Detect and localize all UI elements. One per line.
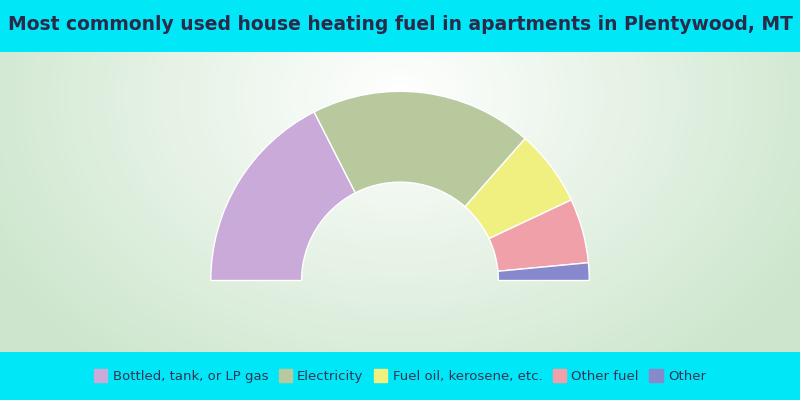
Wedge shape [210,112,355,280]
Legend: Bottled, tank, or LP gas, Electricity, Fuel oil, kerosene, etc., Other fuel, Oth: Bottled, tank, or LP gas, Electricity, F… [89,364,711,388]
Wedge shape [465,138,571,239]
Text: Most commonly used house heating fuel in apartments in Plentywood, MT: Most commonly used house heating fuel in… [7,16,793,34]
Wedge shape [314,91,525,207]
Wedge shape [489,200,588,271]
Wedge shape [498,263,590,280]
